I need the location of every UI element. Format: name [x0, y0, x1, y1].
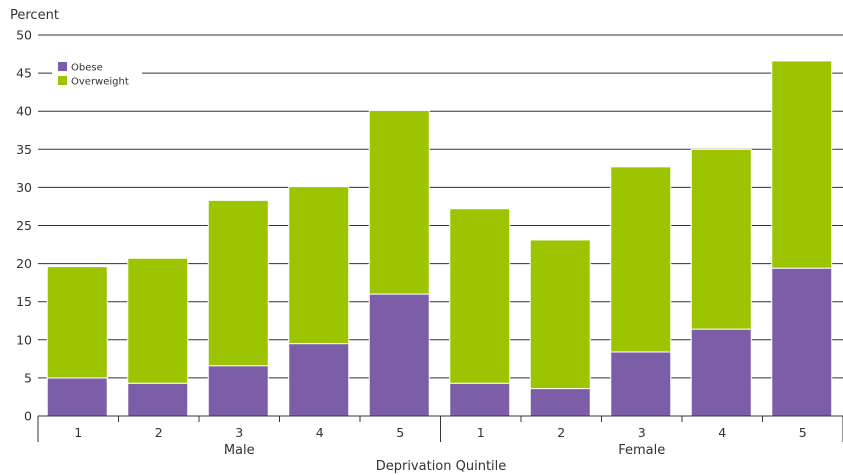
x-tick-label: 1: [477, 425, 485, 440]
bar-obese-4: [288, 343, 350, 417]
bar-obese-6: [449, 382, 511, 417]
bar-obese-8: [610, 351, 672, 417]
x-tick-label: 3: [638, 425, 646, 440]
x-tick-label: 2: [557, 425, 565, 440]
x-tick-label: 1: [74, 425, 82, 440]
bar-obese-3: [207, 365, 269, 417]
bar-overweight-8: [610, 166, 672, 353]
group-label: Male: [224, 443, 255, 458]
bar-obese-9: [690, 328, 752, 417]
bar-overweight-1: [46, 266, 108, 379]
y-tick-label: 40: [16, 104, 32, 119]
x-tick-label: 5: [396, 425, 404, 440]
legend-swatch-obese: [58, 62, 67, 71]
bar-overweight-4: [288, 186, 350, 345]
bar-obese-7: [529, 388, 591, 417]
bar-obese-10: [771, 267, 833, 417]
y-tick-label: 10: [16, 332, 32, 347]
bar-overweight-6: [449, 208, 511, 384]
legend-label-overweight: Overweight: [71, 77, 129, 88]
bar-overweight-7: [529, 239, 591, 390]
x-tick-label: 3: [235, 425, 243, 440]
bar-overweight-2: [127, 257, 189, 384]
x-tick-label: 5: [799, 425, 807, 440]
legend: Obese Overweight: [52, 57, 142, 91]
bar-obese-2: [127, 382, 189, 417]
y-tick-label: 50: [16, 28, 32, 43]
y-tick-label: 5: [24, 370, 32, 385]
legend-swatch-overweight: [58, 76, 67, 85]
x-axis-title: Deprivation Quintile: [376, 459, 507, 474]
x-tick-label: 2: [155, 425, 163, 440]
y-tick-label: 30: [16, 180, 32, 195]
group-label: Female: [618, 443, 665, 458]
x-axis: 1 2 3 4 5 1 2 3 4 5 Male Female: [37, 415, 843, 458]
y-tick-label: 25: [16, 218, 32, 233]
bars: [46, 60, 833, 417]
x-tick-label: 4: [718, 425, 726, 440]
y-tick-label: 20: [16, 256, 32, 271]
bar-obese-5: [368, 293, 430, 417]
bar-overweight-3: [207, 199, 269, 367]
y-tick-label: 15: [16, 294, 32, 309]
y-tick-label: 0: [24, 409, 32, 424]
x-tick-label: 4: [316, 425, 324, 440]
legend-label-obese: Obese: [71, 63, 103, 74]
bar-overweight-5: [368, 109, 430, 295]
bar-overweight-10: [771, 60, 833, 269]
bar-overweight-9: [690, 148, 752, 330]
y-tick-label: 45: [16, 66, 32, 81]
y-tick-label: 35: [16, 142, 32, 157]
y-axis-ticks: 0 5 10 15 20 25 30 35 40 45 50: [16, 28, 32, 424]
y-axis-title: Percent: [10, 8, 59, 23]
bar-obese-1: [46, 377, 108, 417]
